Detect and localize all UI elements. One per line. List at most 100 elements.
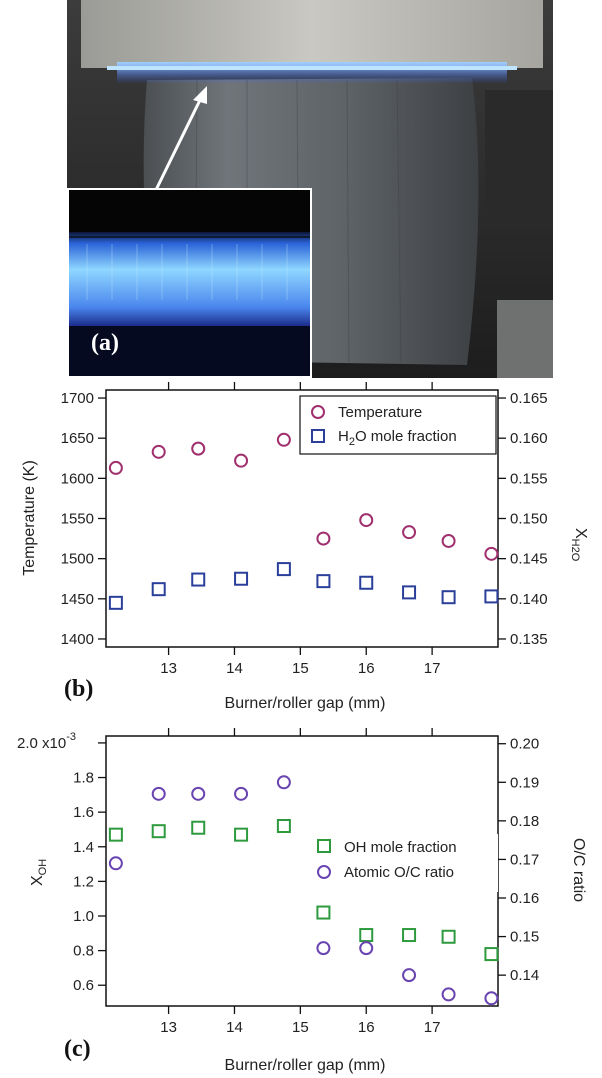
y-right-tick-label: 0.15: [510, 929, 539, 946]
y-right-tick-label: 0.150: [510, 511, 548, 528]
x-tick-label: 14: [226, 1019, 243, 1036]
y-right-title-c: O/C ratio: [570, 838, 587, 902]
data-point-h2o-mole-fraction: [191, 572, 206, 587]
y-left-tick-label: 1450: [61, 591, 94, 608]
y-left-tick-label: 1600: [61, 470, 94, 487]
panel-label-a: (a): [91, 330, 119, 356]
data-point-atomic-o-c-ratio: [484, 991, 499, 1006]
data-point-atomic-o-c-ratio: [316, 941, 331, 956]
data-point-atomic-o-c-ratio: [108, 856, 123, 871]
y-left-tick-label: 0.6: [73, 977, 94, 994]
burner-roller-photo: (a): [67, 0, 553, 378]
data-point-temperature: [359, 513, 374, 528]
legend-marker-oh: [317, 839, 331, 853]
data-point-h2o-mole-fraction: [108, 595, 123, 610]
y-left-exponent: -3: [66, 731, 76, 743]
legend-label-oc: Atomic O/C ratio: [344, 864, 454, 881]
burner-plate: [81, 0, 543, 68]
y-right-tick-label: 0.14: [510, 967, 539, 984]
legend-label-h2o: H2O mole fraction: [338, 428, 457, 448]
y-left-tick-label: 1.0: [73, 908, 94, 925]
y-right-title-b: XH2O: [569, 528, 589, 562]
y-right-tick-label: 0.140: [510, 591, 548, 608]
x-axis-title-c: Burner/roller gap (mm): [225, 1057, 386, 1074]
data-point-atomic-o-c-ratio: [359, 941, 374, 956]
y-right-tick-label: 0.18: [510, 813, 539, 830]
data-point-atomic-o-c-ratio: [151, 786, 166, 801]
x-tick-label: 14: [226, 660, 243, 677]
data-point-oh-mole-fraction: [484, 947, 499, 962]
data-point-oh-mole-fraction: [191, 820, 206, 835]
arrow-line: [153, 97, 203, 193]
x-tick-label: 16: [358, 660, 375, 677]
data-point-atomic-o-c-ratio: [234, 786, 249, 801]
data-point-atomic-o-c-ratio: [441, 987, 456, 1002]
data-point-oh-mole-fraction: [316, 905, 331, 920]
legend-label-oh: OH mole fraction: [344, 839, 457, 856]
data-point-temperature: [276, 432, 291, 447]
y-left-tick-label: 2.0 x10-3: [17, 731, 76, 752]
y-left-tick-label: 1.4: [73, 839, 94, 856]
arrow-head: [193, 86, 207, 104]
y-left-title-b: Temperature (K): [21, 460, 38, 576]
legend-c: OH mole fraction Atomic O/C ratio: [308, 834, 498, 892]
data-point-temperature: [484, 546, 499, 561]
legend-marker-h2o: [311, 429, 325, 443]
legend-marker-temperature: [311, 405, 325, 419]
data-point-oh-mole-fraction: [108, 827, 123, 842]
data-point-oh-mole-fraction: [359, 928, 374, 943]
data-point-h2o-mole-fraction: [441, 590, 456, 605]
panel-label-c: (c): [64, 1036, 91, 1062]
data-point-oh-mole-fraction: [441, 929, 456, 944]
y-right-tick-label: 0.165: [510, 390, 548, 407]
y-left-title-c: XOH: [29, 859, 49, 886]
data-point-h2o-mole-fraction: [234, 571, 249, 586]
x-tick-label: 16: [358, 1019, 375, 1036]
y-left-tick-label: 1650: [61, 430, 94, 447]
y-left-tick-label: 1.6: [73, 804, 94, 821]
data-point-oh-mole-fraction: [151, 824, 166, 839]
data-point-atomic-o-c-ratio: [191, 786, 206, 801]
chart-b: 13 14 15 16 17 1400145015001550160016501700 …: [21, 382, 589, 712]
y-left-tick-label: 1500: [61, 551, 94, 568]
data-point-h2o-mole-fraction: [151, 582, 166, 597]
chart-c: 13 14 15 16 17 0.6 0.8 1.0 1.2 1.4 1.6 1.8 2.0 x10-…: [17, 728, 587, 1074]
data-point-atomic-o-c-ratio: [402, 968, 417, 983]
x-tick-label: 15: [292, 660, 309, 677]
data-point-oh-mole-fraction: [276, 819, 291, 833]
data-point-atomic-o-c-ratio: [276, 775, 291, 790]
y-right-tick-label: 0.160: [510, 430, 548, 447]
data-point-temperature: [151, 444, 166, 459]
y-left-tick-label: 1550: [61, 511, 94, 528]
data-point-oh-mole-fraction: [234, 827, 249, 842]
y-left-tick-label: 1700: [61, 390, 94, 407]
legend-b: Temperature H2O mole fraction: [299, 395, 497, 455]
photo-panel-a: (a): [67, 0, 553, 378]
legend-marker-oc: [317, 865, 331, 879]
y-right-tick-label: 0.17: [510, 851, 539, 868]
data-point-temperature: [316, 531, 331, 546]
y-right-tick-label: 0.19: [510, 774, 539, 791]
data-point-temperature: [234, 453, 249, 468]
data-point-h2o-mole-fraction: [484, 589, 499, 604]
data-point-temperature: [402, 525, 417, 540]
flame-line: [117, 62, 507, 84]
data-point-h2o-mole-fraction: [276, 562, 291, 577]
y-right-tick-label: 0.20: [510, 736, 539, 753]
y-left-tick-label: 0.8: [73, 943, 94, 960]
data-point-temperature: [191, 441, 206, 456]
data-point-temperature: [441, 533, 456, 548]
y-right-tick-label: 0.155: [510, 470, 548, 487]
data-point-h2o-mole-fraction: [316, 574, 331, 589]
legend-label-temperature: Temperature: [338, 404, 422, 421]
x-tick-label: 13: [160, 1019, 177, 1036]
x-tick-label: 17: [424, 660, 441, 677]
x-axis-title-b: Burner/roller gap (mm): [225, 695, 386, 712]
y-left-tick-label: 1.2: [73, 873, 94, 890]
y-left-tick-label: 1400: [61, 631, 94, 648]
y-left-tick-label: 1.8: [73, 770, 94, 787]
flame-inset: (a): [67, 188, 312, 378]
y-right-tick-label: 0.145: [510, 551, 548, 568]
data-point-h2o-mole-fraction: [402, 585, 417, 600]
data-point-h2o-mole-fraction: [359, 575, 374, 590]
